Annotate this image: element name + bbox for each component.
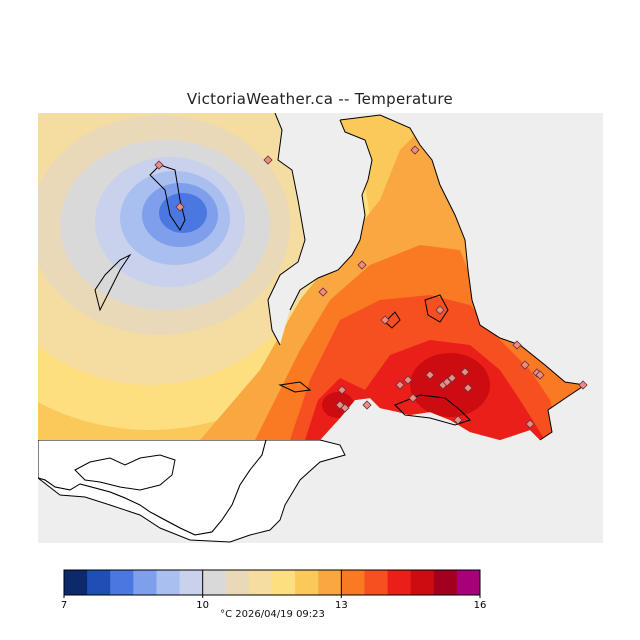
legend-tick-label: 13	[335, 600, 348, 611]
legend-swatch	[318, 570, 342, 595]
station-marker	[460, 367, 470, 377]
legend-swatch	[433, 570, 458, 595]
legend-swatch	[225, 570, 250, 595]
station-marker	[453, 415, 463, 425]
legend-swatch	[110, 570, 134, 595]
legend-swatch	[410, 570, 435, 595]
station-marker	[463, 383, 473, 393]
map-frame	[38, 113, 603, 543]
station-marker	[403, 375, 413, 385]
station-markers	[154, 145, 588, 429]
legend-swatch	[295, 570, 319, 595]
station-marker	[337, 385, 347, 395]
legend-swatch	[64, 570, 88, 595]
station-marker	[447, 373, 457, 383]
map-title: VictoriaWeather.ca -- Temperature	[186, 90, 454, 108]
legend-swatch	[341, 570, 365, 595]
legend-swatch	[202, 570, 227, 595]
legend-swatch	[87, 570, 111, 595]
legend-ticks: 7 10 13 16	[61, 570, 487, 611]
station-marker	[318, 287, 328, 297]
legend-swatch	[364, 570, 389, 595]
station-marker	[425, 370, 435, 380]
station-marker	[362, 400, 372, 410]
timestamp-label: °C 2026/04/19 09:23	[220, 609, 325, 620]
island-coast	[74, 454, 176, 491]
legend-swatch	[179, 570, 204, 595]
station-marker	[408, 393, 418, 403]
legend-swatch	[133, 570, 157, 595]
legend-swatch	[248, 570, 273, 595]
station-marker	[435, 305, 445, 315]
station-marker	[175, 202, 185, 212]
legend-swatch	[387, 570, 412, 595]
legend-tick-label: 10	[196, 600, 209, 611]
station-marker	[395, 380, 405, 390]
station-marker	[535, 370, 545, 380]
station-marker	[263, 155, 273, 165]
coastlines	[94, 113, 587, 441]
legend-swatch	[456, 570, 481, 595]
legend-swatch	[156, 570, 181, 595]
station-marker	[154, 160, 164, 170]
station-marker	[410, 145, 420, 155]
legend-tick-label: 7	[61, 600, 67, 611]
station-marker	[520, 360, 530, 370]
station-marker	[512, 340, 522, 350]
legend-color-bar	[63, 569, 481, 596]
station-marker	[357, 260, 367, 270]
station-marker	[340, 403, 350, 413]
station-marker	[442, 377, 452, 387]
legend-swatch	[272, 570, 296, 595]
legend-tick-label: 16	[474, 600, 487, 611]
station-marker	[380, 315, 390, 325]
station-marker	[578, 380, 588, 390]
station-marker	[525, 419, 535, 429]
land-no-data-right	[38, 439, 346, 543]
